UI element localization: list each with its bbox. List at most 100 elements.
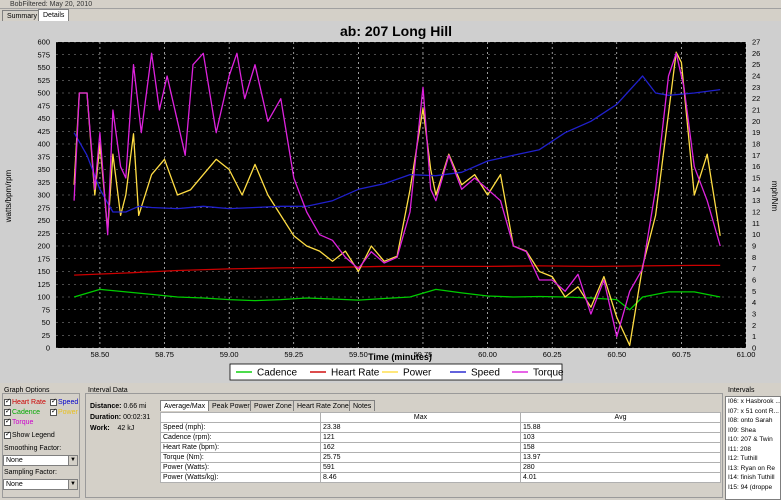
- y-tick-label-left: 0: [46, 344, 50, 353]
- tab-power-zone[interactable]: Power Zone: [250, 400, 296, 411]
- work-unit: kJ: [127, 425, 135, 432]
- list-item[interactable]: I09: Shea: [728, 426, 756, 434]
- y-axis-label-left: watts/bpm/rpm: [4, 169, 13, 223]
- tab-summary[interactable]: Summary: [2, 10, 42, 21]
- checkbox-cadence[interactable]: [4, 407, 11, 416]
- distance-stat: Distance: 0.66 mi: [90, 403, 146, 410]
- list-item[interactable]: I07: x 51 cont R...: [728, 407, 779, 415]
- y-tick-label-right: 18: [752, 140, 760, 149]
- checkbox-show-legend[interactable]: [4, 430, 11, 439]
- duration-value: 00:02:31: [123, 414, 151, 421]
- row-avg: 103: [520, 432, 721, 443]
- x-tick-label: 60.25: [543, 350, 562, 359]
- table-row: Power (Watts/kg): 8.46 4.01: [160, 472, 721, 483]
- distance-unit: mi: [139, 403, 147, 410]
- y-tick-label-left: 375: [37, 152, 50, 161]
- tab-details[interactable]: Details: [38, 9, 70, 21]
- y-tick-label-right: 10: [752, 230, 760, 239]
- window-title: BobFiltered: May 20, 2010: [0, 0, 781, 9]
- y-tick-label-right: 7: [752, 264, 756, 273]
- y-tick-label-right: 17: [752, 151, 760, 160]
- y-tick-label-right: 16: [752, 162, 760, 171]
- x-tick-label: 61.00: [737, 350, 756, 359]
- row-label: Heart Rate (bpm):: [160, 442, 321, 453]
- list-item[interactable]: I15: 94 (droppe: [728, 483, 773, 491]
- list-item[interactable]: I11: 208: [728, 445, 752, 453]
- y-tick-label-right: 21: [752, 106, 760, 115]
- row-max: 25.75: [320, 452, 521, 463]
- legend-label: Speed: [471, 368, 500, 379]
- y-tick-label-left: 400: [37, 140, 50, 149]
- y-tick-label-right: 25: [752, 60, 760, 69]
- y-tick-label-left: 550: [37, 63, 50, 72]
- series-line-speed: [73, 75, 721, 213]
- sampling-factor-select[interactable]: None ▼: [3, 479, 78, 490]
- checkbox-torque[interactable]: [4, 417, 11, 426]
- distance-value: 0.66: [123, 403, 138, 410]
- x-tick-label: 59.00: [220, 350, 239, 359]
- sampling-factor-label: Sampling Factor:: [4, 469, 57, 476]
- list-item[interactable]: I14: finish Tuthill: [728, 474, 775, 481]
- row-max: 23.38: [320, 422, 521, 433]
- checkbox-power[interactable]: [50, 407, 57, 416]
- toggle-cadence[interactable]: Cadence: [4, 407, 40, 416]
- list-item[interactable]: I12: Tuthill: [728, 455, 758, 462]
- list-item[interactable]: I10: 207 & Twin: [728, 436, 773, 443]
- toggle-torque-label: Torque: [12, 419, 34, 426]
- y-tick-label-left: 250: [37, 216, 50, 225]
- list-item[interactable]: I08: onto Sarah: [728, 417, 773, 424]
- x-tick-label: 60.50: [607, 350, 626, 359]
- table-row: Torque (Nm): 25.75 13.97: [160, 452, 721, 463]
- y-axis-label-right: mph/Nm: [770, 181, 779, 212]
- y-tick-label-right: 12: [752, 208, 760, 217]
- interval-data-group: [85, 393, 723, 498]
- y-tick-label-right: 14: [752, 185, 760, 194]
- ride-chart[interactable]: ab: 207 Long Hill 58.50 58.75 59.00 59.25 59…: [0, 21, 781, 383]
- y-tick-label-right: 24: [752, 72, 760, 81]
- tab-peak-power[interactable]: Peak Power: [208, 400, 254, 411]
- toggle-speed[interactable]: Speed: [50, 397, 78, 406]
- row-label: Power (Watts/kg):: [160, 472, 321, 483]
- tab-average-max[interactable]: Average/Max: [160, 400, 210, 411]
- y-tick-label-left: 525: [37, 76, 50, 85]
- toggle-show-legend[interactable]: Show Legend: [4, 430, 55, 439]
- y-tick-label-left: 600: [37, 38, 50, 47]
- row-label: Power (Watts):: [160, 462, 321, 473]
- y-tick-label-left: 75: [42, 305, 50, 314]
- table-row: Cadence (rpm): 121 103: [160, 432, 721, 443]
- toggle-heart-rate[interactable]: Heart Rate: [4, 397, 46, 406]
- toggle-power[interactable]: Power: [50, 407, 78, 416]
- series-line-torque: [73, 52, 721, 338]
- x-tick-label: 59.75: [414, 350, 433, 359]
- chevron-down-icon[interactable]: ▼: [68, 456, 77, 465]
- y-tick-label-left: 50: [42, 318, 50, 327]
- checkbox-heart-rate[interactable]: [4, 397, 11, 406]
- y-tick-label-right: 20: [752, 117, 760, 126]
- row-label: Speed (mph):: [160, 422, 321, 433]
- y-tick-label-right: 3: [752, 310, 756, 319]
- list-item[interactable]: I13: Ryan on Re: [728, 464, 775, 472]
- x-tick-label: 59.25: [284, 350, 303, 359]
- list-item[interactable]: I06: x Hasbrook ...: [728, 398, 781, 405]
- chevron-down-icon[interactable]: ▼: [68, 480, 77, 489]
- chart-title: ab: 207 Long Hill: [340, 23, 452, 39]
- tab-heart-rate-zone[interactable]: Heart Rate Zone: [293, 400, 353, 411]
- tab-notes[interactable]: Notes: [349, 400, 376, 411]
- checkbox-speed[interactable]: [50, 397, 57, 406]
- smoothing-factor-select[interactable]: None ▼: [3, 455, 78, 466]
- intervals-list[interactable]: I06: x Hasbrook ... I07: x 51 cont R... …: [725, 396, 781, 500]
- main-tabs: Summary Details: [0, 9, 781, 21]
- toggle-torque[interactable]: Torque: [4, 417, 34, 426]
- sampling-factor-value: None: [6, 481, 23, 488]
- x-tick-label: 58.75: [155, 350, 174, 359]
- intervals-title: Intervals: [728, 387, 755, 394]
- y-tick-label-right: 15: [752, 174, 760, 183]
- row-avg: 158: [520, 442, 721, 453]
- x-tick-label: 59.50: [349, 350, 368, 359]
- series-lines: [73, 51, 721, 347]
- work-value: 42: [117, 425, 126, 432]
- legend-label: Cadence: [257, 368, 297, 379]
- graph-options-group: [2, 393, 80, 498]
- row-max: 591: [320, 462, 521, 473]
